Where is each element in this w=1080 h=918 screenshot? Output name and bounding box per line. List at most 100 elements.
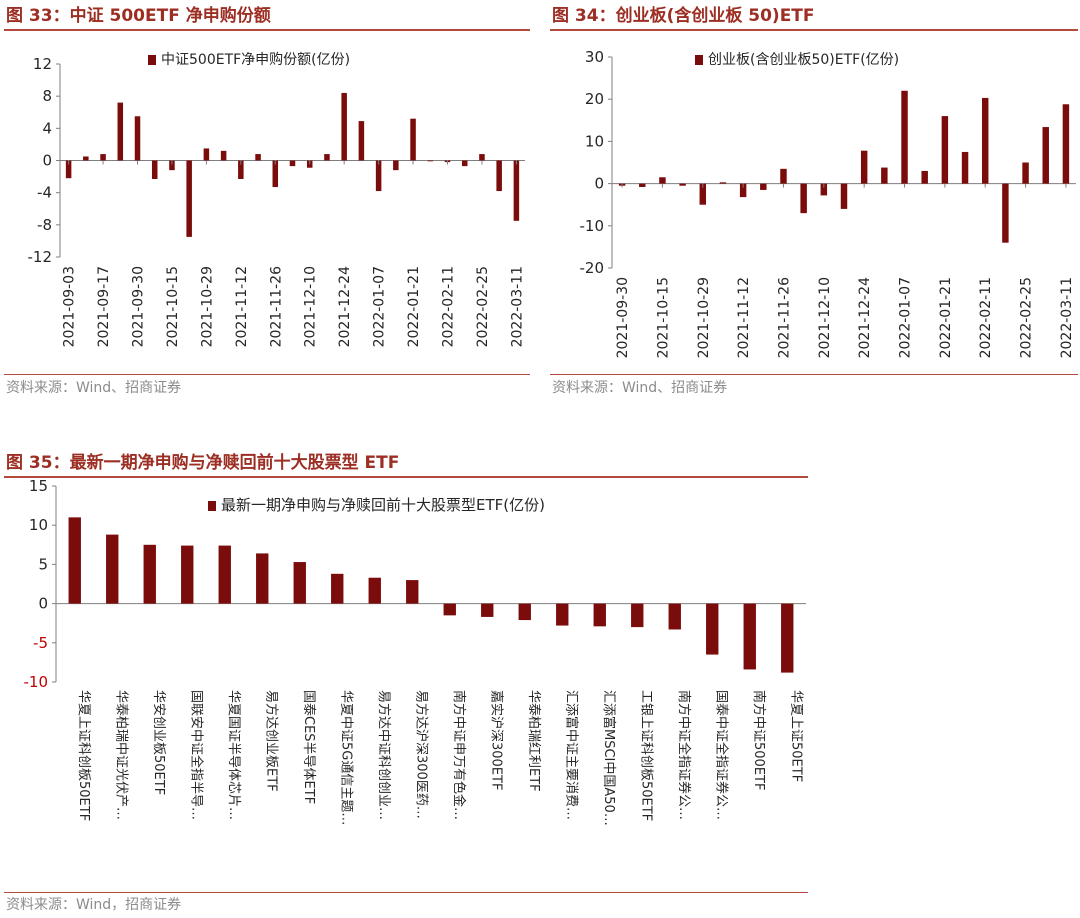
x-tick-label: 2021-09-30 <box>615 277 631 358</box>
category-label: 南方中证申万有色金… <box>451 690 467 820</box>
y-tick-label: 5 <box>38 555 48 573</box>
bar <box>410 118 416 161</box>
bar <box>375 160 382 192</box>
fig34-bottom-rule <box>550 374 1078 375</box>
x-tick-label: 2021-10-15 <box>655 277 671 358</box>
bar <box>65 160 72 179</box>
category-label: 汇添富MSCI中国A50… <box>601 690 617 826</box>
bar <box>556 603 569 626</box>
x-tick-label: 2021-12-10 <box>303 266 319 347</box>
bar <box>461 160 468 167</box>
legend-label: 中证500ETF净申购份额(亿份) <box>161 52 350 68</box>
bar <box>368 577 381 604</box>
bar <box>255 154 261 161</box>
bar <box>479 154 485 161</box>
bar <box>481 603 494 617</box>
bar <box>743 603 756 670</box>
fig35-source: 资料来源：Wind，招商证券 <box>6 897 182 913</box>
bar <box>941 116 949 184</box>
bar <box>860 150 868 184</box>
fig33-bottom-rule <box>4 374 530 375</box>
bar <box>1002 183 1009 243</box>
category-label: 华安创业板50ETF <box>151 690 166 795</box>
y-tick-label: 20 <box>585 90 604 108</box>
bar <box>220 150 227 161</box>
bar <box>83 156 89 161</box>
fig35-top-rule <box>4 476 808 478</box>
x-tick-label: 2021-10-15 <box>165 266 181 347</box>
bar <box>324 154 330 161</box>
fig35-chart: 15 10 5 0 -5 -10 最新一期净申购与净赎回前十大股票型ETF(亿份) 华夏上证科… <box>24 477 806 826</box>
fig34-top-rule <box>550 29 1078 31</box>
x-tick-label: 2021-11-26 <box>268 266 284 347</box>
x-tick-label: 2021-09-03 <box>62 266 78 347</box>
y-tick-label: 4 <box>42 119 52 137</box>
x-tick-label: 2022-01-21 <box>938 277 954 358</box>
bar <box>668 603 681 630</box>
bar <box>106 534 119 604</box>
bar <box>181 545 194 604</box>
fig35-title: 图 35：最新一期净申购与净赎回前十大股票型 ETF <box>6 453 400 473</box>
category-label: 华泰柏瑞中证光伏产… <box>113 690 128 820</box>
y-tick-label: 15 <box>29 477 48 495</box>
x-tick-label: 2021-09-30 <box>131 266 147 347</box>
bar <box>272 160 279 188</box>
category-label: 易方达中证科创创业… <box>376 690 392 820</box>
bar <box>117 102 124 161</box>
category-label: 国泰中证全指证券公… <box>713 690 729 820</box>
bar <box>186 160 192 237</box>
x-tick-label: 2021-11-12 <box>736 277 752 358</box>
x-tick-label: 2021-11-12 <box>234 266 250 347</box>
category-label: 嘉实沪深300ETF <box>488 690 504 790</box>
x-tick-label: 2022-02-25 <box>1019 277 1035 358</box>
x-tick-label: 2022-03-11 <box>1059 277 1075 358</box>
y-tick-label: 0 <box>594 175 604 193</box>
category-label: 易方达创业板ETF <box>263 690 279 792</box>
bar <box>901 90 908 184</box>
bar <box>739 183 747 198</box>
fig34-title: 图 34：创业板(含创业板 50)ETF <box>552 6 815 26</box>
fig33-top-rule <box>4 29 530 31</box>
bar <box>143 544 156 604</box>
category-label: 汇添富中证主要消费… <box>563 690 579 820</box>
bar <box>496 160 502 192</box>
x-tick-label: 2022-02-11 <box>978 277 994 358</box>
bar <box>443 603 456 616</box>
bar <box>631 603 644 628</box>
bar <box>781 603 794 673</box>
y-tick-label: -10 <box>24 673 49 691</box>
bar <box>427 160 434 162</box>
x-tick-label: 2022-01-21 <box>406 266 422 347</box>
y-tick-label: 12 <box>33 55 52 73</box>
category-label: 南方中证全指证券公… <box>676 690 692 820</box>
bar <box>593 603 606 627</box>
x-tick-label: 2021-12-24 <box>857 277 873 358</box>
legend-swatch <box>695 55 703 65</box>
bar <box>238 160 244 179</box>
bar <box>406 580 419 604</box>
bar <box>169 160 175 171</box>
category-label: 国联安中证全指半导… <box>188 690 204 820</box>
category-label: 华泰柏瑞红利ETF <box>526 690 542 792</box>
y-tick-label: -12 <box>28 248 53 266</box>
y-tick-label: 0 <box>42 152 52 170</box>
bar <box>218 545 231 604</box>
x-tick-label: 2021-10-29 <box>696 277 712 358</box>
bar <box>151 160 158 179</box>
bar <box>331 573 344 604</box>
bar <box>256 553 269 604</box>
bar <box>679 183 686 186</box>
bar <box>100 154 106 161</box>
category-label: 华夏国证半导体芯片… <box>226 690 241 820</box>
bar <box>1062 104 1070 184</box>
y-tick-label: -5 <box>33 634 48 652</box>
y-tick-label: 0 <box>38 595 48 613</box>
bar <box>203 148 210 161</box>
bar <box>881 167 888 184</box>
y-tick-label: -10 <box>580 217 605 235</box>
x-tick-label: 2021-11-26 <box>776 277 792 358</box>
legend-label: 最新一期净申购与净赎回前十大股票型ETF(亿份) <box>221 496 545 514</box>
x-tick-label: 2022-02-11 <box>441 266 457 347</box>
bar <box>981 97 989 184</box>
bar <box>1042 127 1049 184</box>
